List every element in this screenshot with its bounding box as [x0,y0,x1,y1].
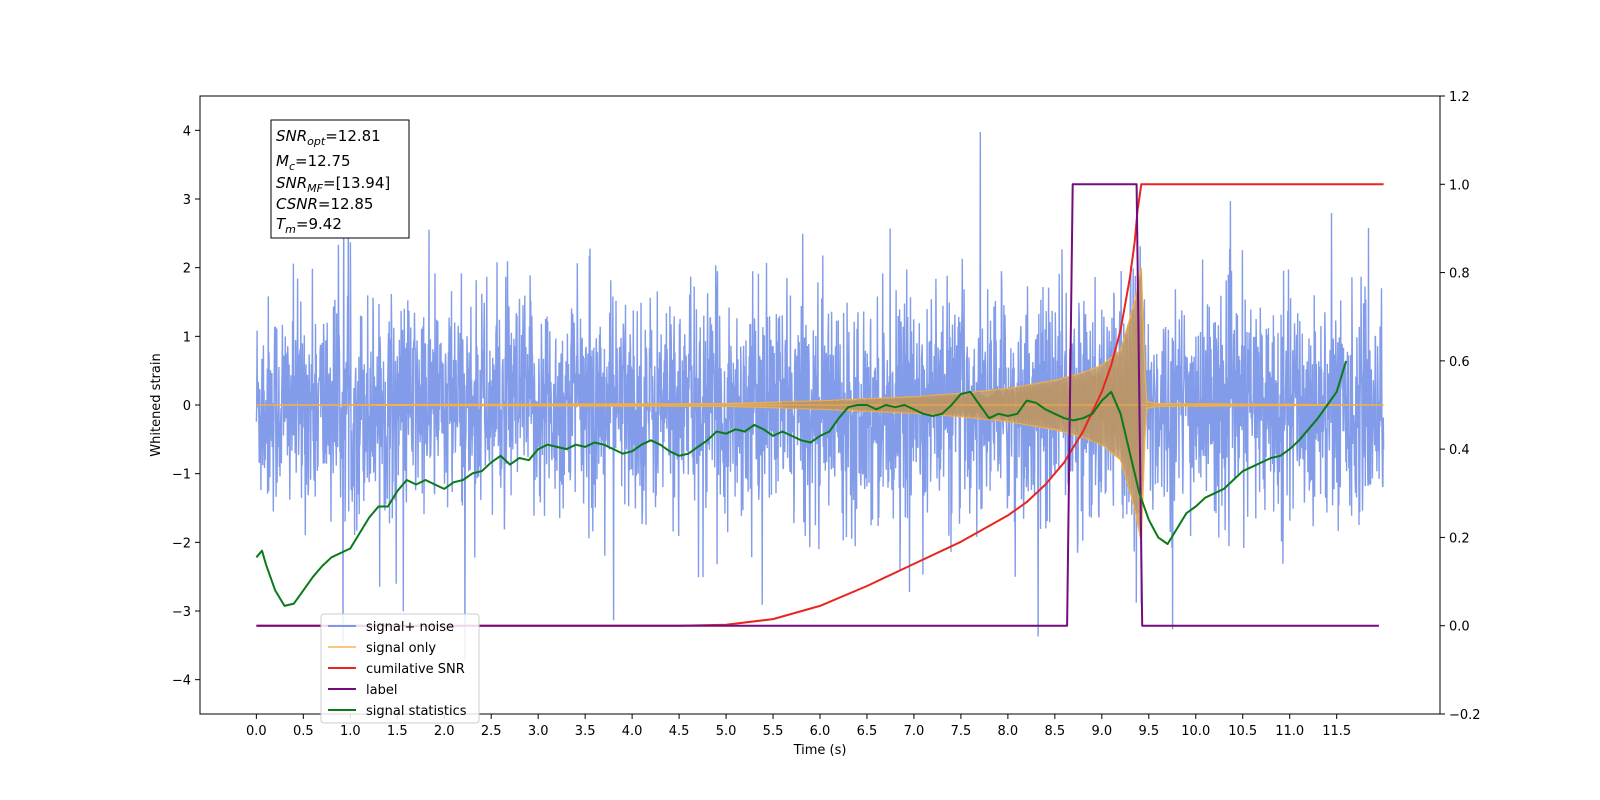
x-tick-label: 10.5 [1228,724,1257,739]
stats-csnr-value: =12.85 [318,195,374,213]
y2-tick-label: 1.2 [1449,90,1470,105]
legend: signal+ noise signal only cumilative SNR la… [320,613,480,724]
x-tick-label: 2.0 [434,724,455,739]
x-tick-label: 1.0 [340,724,361,739]
x-tick-label: 10.0 [1181,724,1210,739]
stats-snr-opt-symbol: SNR [276,127,307,145]
stats-snr-opt-subscript: opt [307,135,326,148]
x-tick-label: 3.0 [528,724,549,739]
y2-tick-label: 0.8 [1449,267,1470,282]
stats-mc-subscript: c [289,160,295,173]
x-tick-label: 9.5 [1138,724,1159,739]
y-tick-label: 1 [183,330,191,345]
legend-label: signal statistics [366,704,467,719]
x-tick-label: 3.5 [575,724,596,739]
y-tick-label: 2 [183,262,191,277]
stats-box-frame [270,119,410,239]
legend-label: cumilative SNR [366,662,465,677]
y-tick-label: 3 [183,193,191,208]
legend-frame [320,613,480,724]
y-tick-label: −3 [172,605,191,620]
y-tick-label: 4 [183,124,191,139]
x-tick-label: 5.5 [763,724,784,739]
stats-snr-mf-subscript: MF [307,182,323,195]
y2-tick-label: 0.4 [1449,443,1470,458]
x-tick-label: 5.0 [716,724,737,739]
plot-area [255,131,1385,661]
y-tick-label: −1 [172,468,191,483]
y2-tick-label: 0.0 [1449,620,1470,635]
y-axis-right: −0.2 0.0 0.2 0.4 0.6 0.8 1.0 1.2 [1440,90,1481,723]
x-tick-label: 7.5 [951,724,972,739]
stats-snr-opt: SNRopt=12.81 [276,127,381,148]
stats-mc-value: =12.75 [295,152,351,170]
y2-tick-label: 0.6 [1449,355,1470,370]
x-axis: 0.0 0.5 1.0 1.5 2.0 2.5 3.0 3.5 4.0 4.5 5.0 5.5 6.0 6… [246,714,1351,739]
series-label-line [256,183,1379,627]
y-tick-label: −2 [172,536,191,551]
x-tick-label: 0.0 [246,724,267,739]
x-tick-label: 8.5 [1045,724,1066,739]
legend-label: signal+ noise [366,620,454,635]
stats-csnr: CSNR=12.85 [276,195,373,213]
x-tick-label: 6.0 [810,724,831,739]
y-axis-title: Whitened strain [149,353,164,456]
stats-tm-subscript: m [285,223,296,236]
stats-mc-symbol: M [276,152,289,170]
stats-snr-mf: SNRMF=[13.94] [276,174,390,195]
legend-label: label [366,683,397,698]
stats-snr-opt-value: =12.81 [325,127,381,145]
y2-tick-label: 1.0 [1449,178,1470,193]
y-tick-label: 0 [183,399,191,414]
y-tick-label: −4 [172,674,191,689]
stats-tm-value: =9.42 [296,215,342,233]
x-axis-title: Time (s) [793,743,847,758]
x-tick-label: 4.0 [622,724,643,739]
series-signal-statistics-line [255,360,1348,607]
x-tick-label: 11.0 [1275,724,1304,739]
x-tick-label: 6.5 [857,724,878,739]
stats-csnr-symbol: CSNR [276,195,318,213]
stats-tm: Tm=9.42 [276,215,342,236]
stats-snr-mf-symbol: SNR [276,174,307,192]
series-layer [255,131,1385,661]
x-tick-label: 8.0 [998,724,1019,739]
y-axis-left: −4 −3 −2 −1 0 1 2 3 4 [172,124,200,689]
x-tick-label: 4.5 [669,724,690,739]
y2-tick-label: 0.2 [1449,531,1470,546]
series-cumulative-snr-line [256,183,1384,627]
legend-label: signal only [366,641,436,656]
x-tick-label: 1.5 [387,724,408,739]
stats-mc: Mc=12.75 [276,152,351,173]
x-tick-label: 2.5 [481,724,502,739]
x-tick-label: 7.0 [904,724,925,739]
y2-tick-label: −0.2 [1449,708,1481,723]
stats-tm-symbol: T [276,215,287,233]
stats-annotation-box: SNRopt=12.81 Mc=12.75 SNRMF=[13.94] CSNR… [270,119,410,239]
series-signal-noise-line [255,131,1385,661]
legend-items: signal+ noise signal only cumilative SNR la… [328,620,467,719]
stats-snr-mf-value: =[13.94] [323,174,390,192]
x-tick-label: 0.5 [293,724,314,739]
x-tick-label: 9.0 [1091,724,1112,739]
x-tick-label: 11.5 [1322,724,1351,739]
